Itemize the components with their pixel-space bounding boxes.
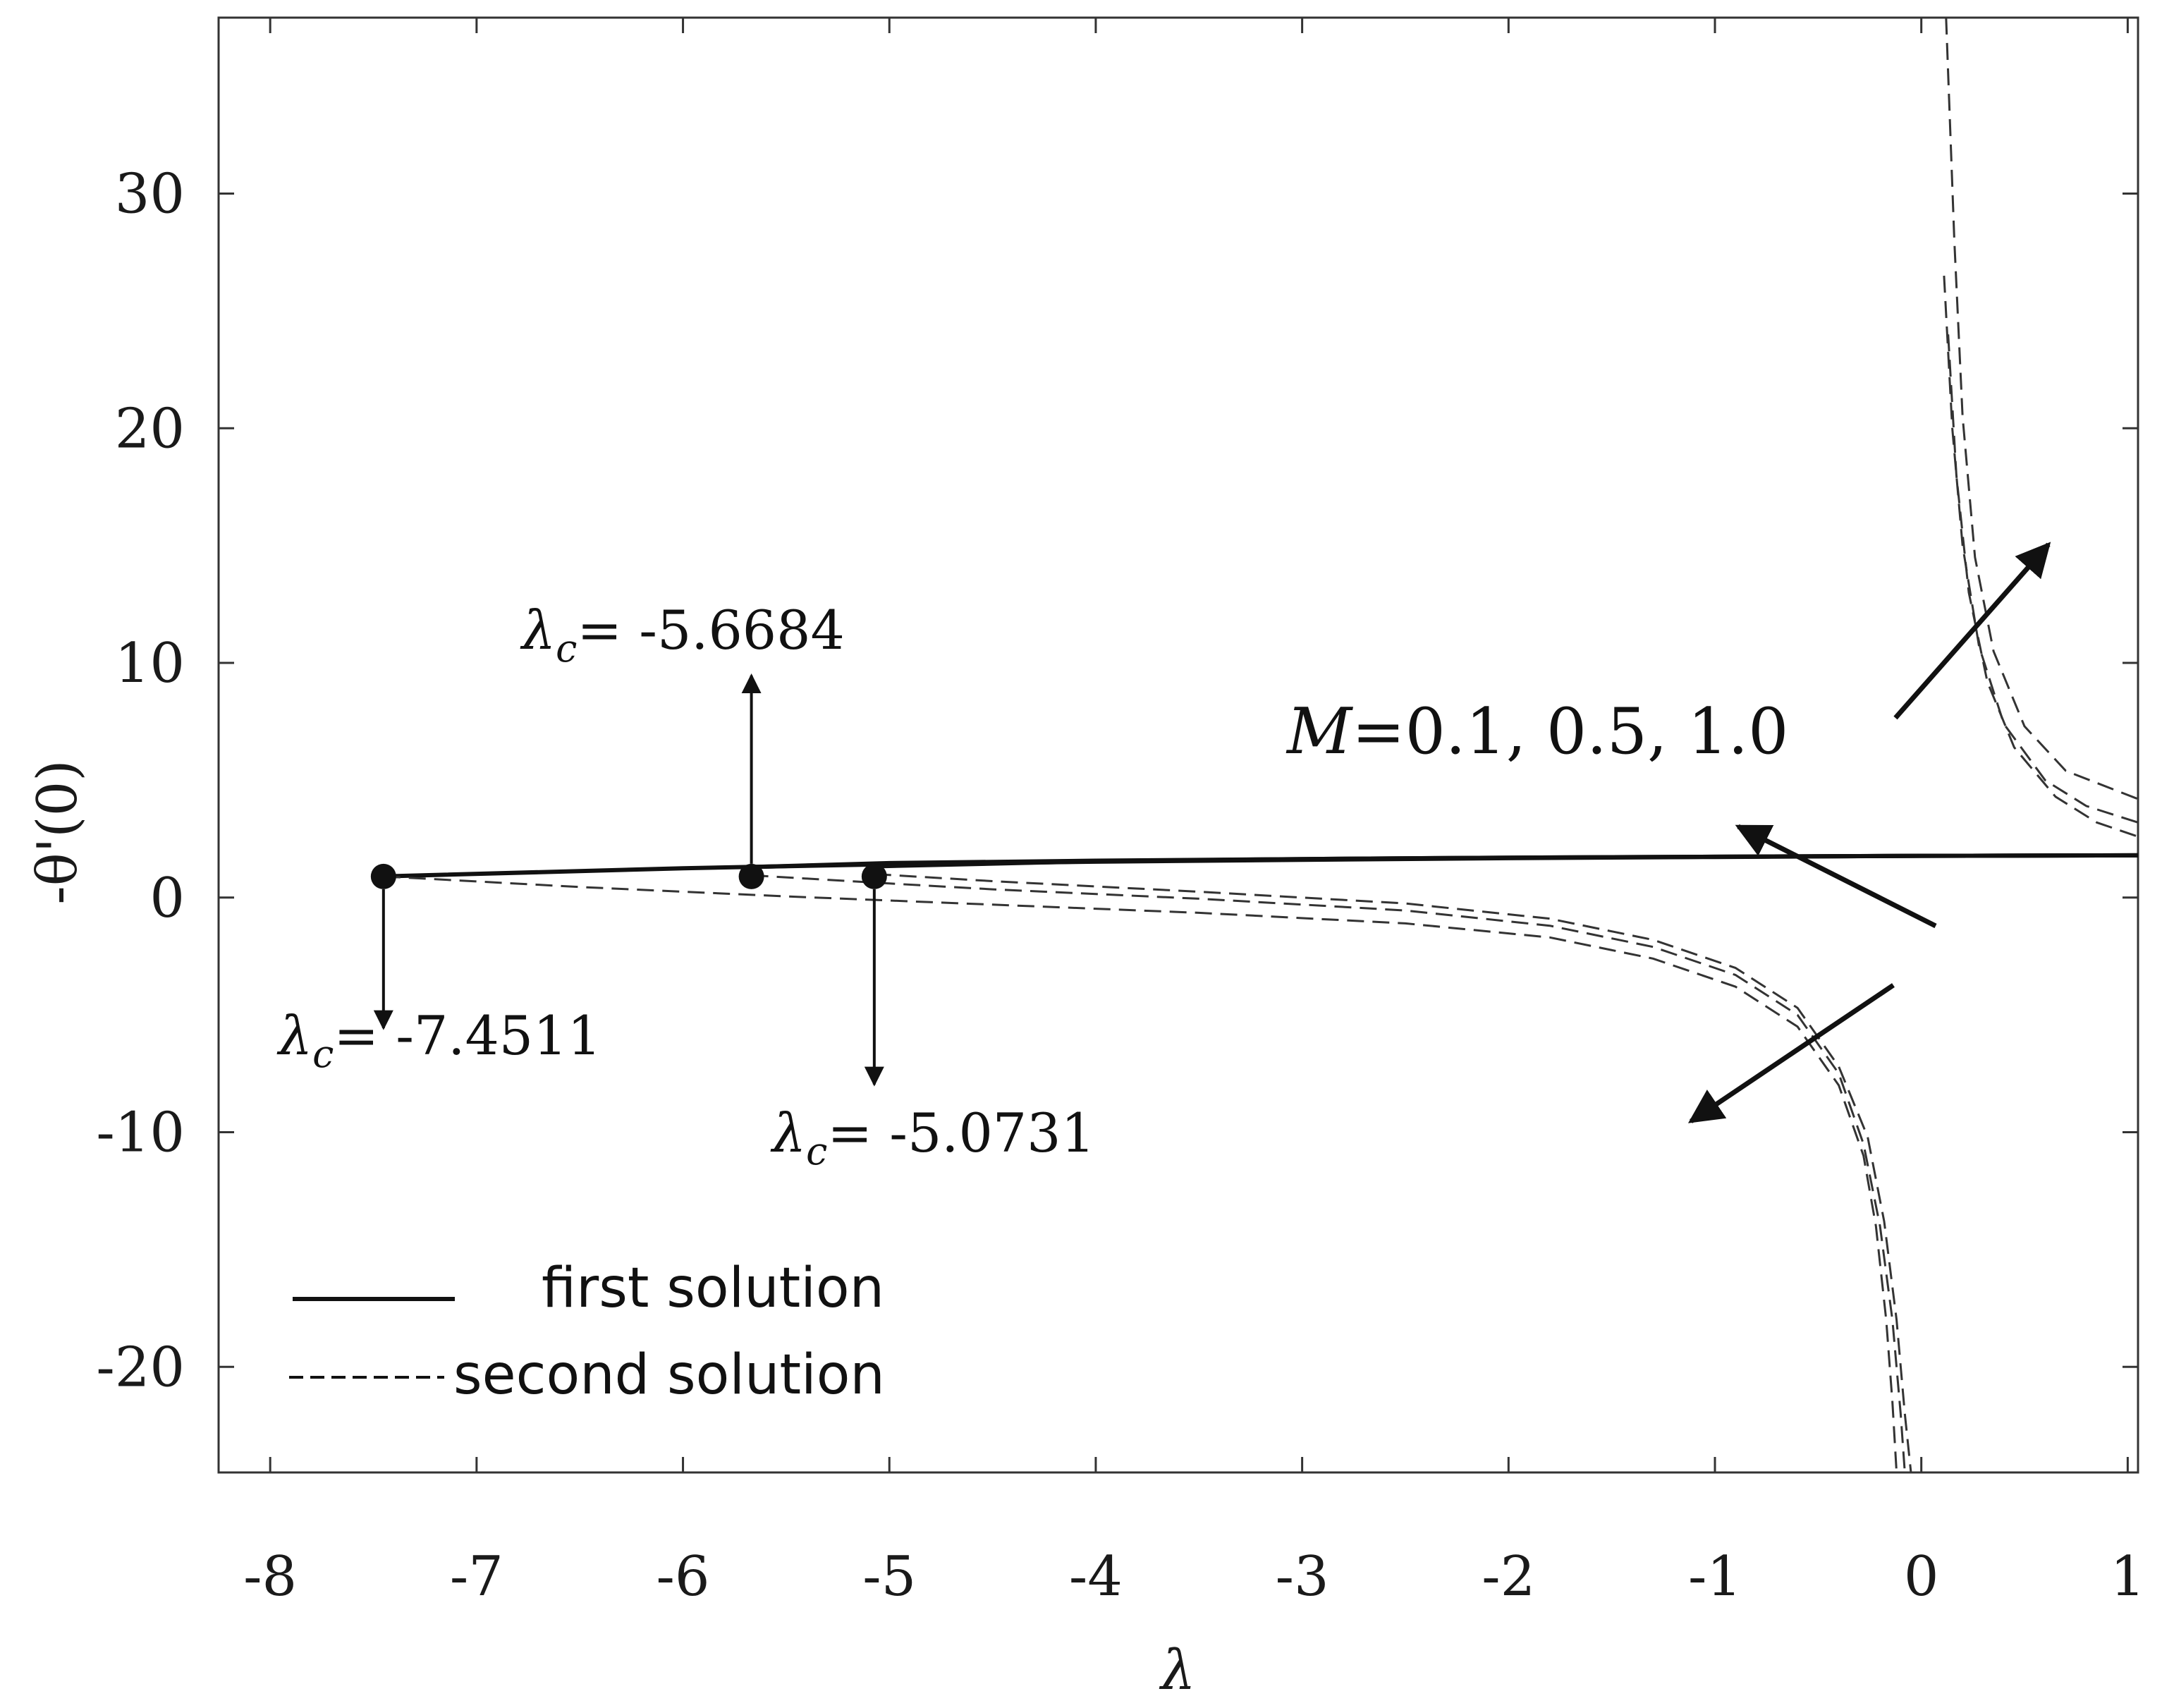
second-solution-line	[1943, 275, 2139, 824]
x-tick-label: -8	[243, 1545, 297, 1609]
x-tick-label: -4	[1069, 1545, 1123, 1609]
x-axis-tick-labels: -8 -7 -6 -5 -4 -3 -2 -1 0 1	[243, 1545, 2145, 1609]
second-solution-line	[751, 874, 1906, 1473]
critical-point-label: λc= -5.6684	[520, 599, 845, 671]
plot-frame	[217, 16, 2139, 1474]
y-tick-label: 30	[115, 163, 185, 226]
series-layer	[383, 17, 2139, 1473]
first-solution-line	[874, 853, 2139, 869]
y-axis-tick-labels: -20 -10 0 10 20 30	[96, 163, 185, 1400]
trend-arrow-upper	[1893, 542, 2051, 720]
x-tick-label: -7	[450, 1545, 503, 1609]
parameter-symbol: M	[1285, 695, 1353, 769]
legend-label-first: first solution	[542, 1257, 884, 1320]
y-tick-label: -10	[96, 1102, 185, 1165]
x-tick-label: -2	[1482, 1545, 1535, 1609]
x-tick-label: -5	[862, 1545, 916, 1609]
critical-point-label: λc= -7.4511	[276, 1004, 601, 1076]
x-tick-label: 1	[2111, 1545, 2146, 1609]
x-tick-label: -1	[1688, 1545, 1742, 1609]
x-axis-ticks	[269, 18, 2129, 1472]
critical-point-marker	[861, 863, 887, 889]
x-tick-label: 0	[1904, 1545, 1939, 1609]
parameter-values: =0.1, 0.5, 1.0	[1352, 695, 1788, 769]
trend-arrow-middle	[1735, 824, 1937, 929]
second-solution-line	[874, 873, 1912, 1473]
critical-point-label: λc= -5.0731	[770, 1102, 1095, 1173]
second-solution-line	[1947, 334, 2139, 838]
legend-label-second: second solution	[453, 1343, 885, 1407]
x-axis-title: λ	[1159, 1639, 1195, 1702]
y-axis-title: -θ'(0)	[26, 760, 90, 904]
x-tick-label: -3	[1276, 1545, 1329, 1609]
y-tick-label: 20	[115, 397, 185, 460]
y-tick-label: 0	[149, 867, 185, 930]
x-tick-label: -6	[656, 1545, 710, 1609]
second-solution-line	[1945, 17, 2139, 800]
trend-arrow-lower	[1687, 983, 1895, 1123]
critical-point-marker	[370, 863, 396, 889]
y-axis-ticks	[219, 193, 2138, 1368]
critical-point-marker	[738, 863, 764, 889]
critical-points-layer: λc= -7.4511 λc= -5.6684 λc= -5.0731	[276, 599, 1095, 1173]
parameter-annotation: M=0.1, 0.5, 1.0	[1285, 695, 1788, 769]
y-tick-label: 10	[115, 632, 185, 695]
y-tick-label: -20	[96, 1336, 185, 1399]
